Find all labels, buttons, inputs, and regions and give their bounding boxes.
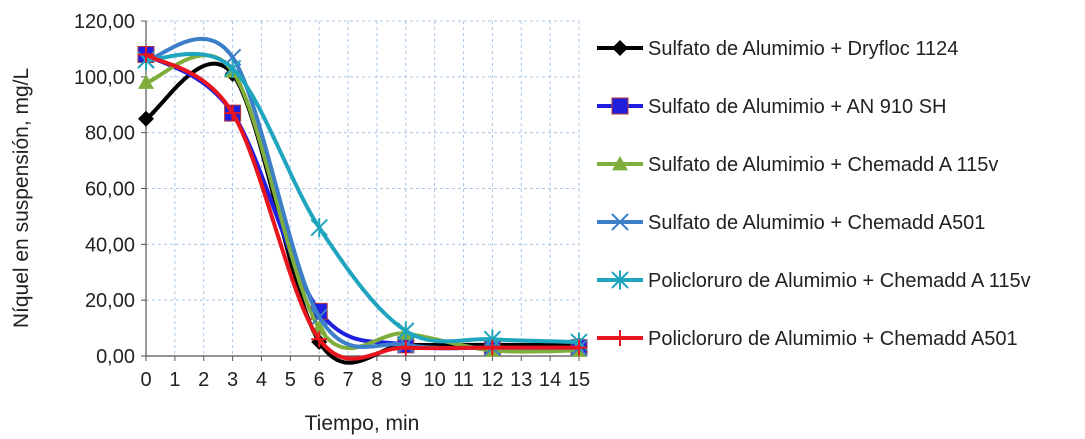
x-tick-label: 7 (343, 369, 354, 391)
x-tick-label: 13 (510, 369, 532, 391)
legend-label: Policloruro de Alumimio + Chemadd A 115v (648, 270, 1031, 292)
legend-item: Sulfato de Alumimio + Chemadd A 115v (597, 154, 998, 176)
data-point (138, 110, 154, 127)
legend-label: Sulfato de Alumimio + AN 910 SH (648, 96, 947, 118)
legend-marker (611, 270, 629, 290)
x-tick-label: 10 (424, 369, 446, 391)
legend-item: Sulfato de Alumimio + Dryfloc 1124 (597, 38, 958, 60)
legend-item: Policloruro de Alumimio + Chemadd A501 (597, 328, 1018, 350)
x-tick-label: 3 (227, 369, 238, 391)
y-tick-label: 120,00 (74, 11, 135, 33)
data-point (224, 105, 241, 122)
x-tick-label: 2 (198, 369, 209, 391)
legend-label: Sulfato de Alumimio + Chemadd A501 (648, 212, 985, 234)
y-tick-label: 0,00 (96, 346, 135, 368)
series-line (144, 61, 581, 365)
series-line (144, 52, 581, 351)
y-tick-label: 80,00 (85, 123, 135, 145)
series-2 (137, 46, 588, 357)
data-point (397, 339, 414, 356)
data-point (311, 331, 328, 348)
data-point (310, 217, 328, 238)
x-tick-label: 1 (169, 369, 180, 391)
series-5 (137, 50, 588, 352)
grid-lines (145, 20, 580, 357)
legend-marker (611, 213, 629, 231)
x-tick-label: 0 (140, 369, 151, 391)
x-tick-label: 8 (371, 369, 382, 391)
y-tick-label: 60,00 (85, 179, 135, 201)
x-tick-label: 12 (481, 369, 503, 391)
axes (141, 20, 580, 361)
legend-marker (612, 330, 628, 346)
legend-label: Sulfato de Alumimio + Chemadd A 115v (648, 154, 998, 176)
legend-marker (612, 156, 628, 171)
x-tick-label: 15 (568, 369, 590, 391)
data-point (223, 58, 242, 79)
series-6 (138, 46, 587, 361)
x-tick-label: 11 (453, 369, 474, 391)
data-point (571, 339, 587, 356)
data-point (310, 308, 328, 326)
legend-item: Sulfato de Alumimio + Chemadd A501 (597, 212, 985, 234)
y-tick-label: 20,00 (85, 290, 135, 312)
legend: Sulfato de Alumimio + Dryfloc 1124 Sulfat… (597, 38, 1031, 350)
x-tick-label: 4 (256, 369, 267, 391)
series-1 (138, 61, 587, 365)
x-tick-label: 6 (314, 369, 325, 391)
x-tick-label: 5 (285, 369, 296, 391)
x-axis-label: Tiempo, min (305, 412, 420, 435)
series-line (144, 53, 581, 354)
series-layer (137, 36, 588, 365)
data-point (138, 46, 154, 63)
data-point (397, 321, 415, 341)
x-tick-label: 9 (400, 369, 411, 391)
series-line (144, 51, 581, 345)
legend-item: Sulfato de Alumimio + AN 910 SH (597, 96, 947, 118)
x-axis-ticks: 0 1 2 3 4 5 6 7 8 9 10 11 12 13 14 15 (140, 369, 590, 391)
y-tick-label: 100,00 (74, 67, 135, 89)
series-3 (138, 53, 587, 357)
legend-marker (611, 97, 629, 115)
y-axis-ticks: 0,00 20,00 40,00 60,00 80,00 100,00 120,00 (74, 11, 135, 368)
y-tick-label: 40,00 (85, 234, 135, 256)
x-tick-label: 14 (539, 369, 561, 391)
legend-item: Policloruro de Alumimio + Chemadd A 115v (597, 270, 1031, 292)
data-point (138, 74, 154, 89)
series-line (144, 52, 581, 361)
data-point (484, 339, 501, 356)
legend-label: Sulfato de Alumimio + Dryfloc 1124 (648, 38, 958, 60)
y-axis-label: Níquel en suspensión, mg/L (10, 68, 33, 328)
legend-label: Policloruro de Alumimio + Chemadd A501 (648, 328, 1018, 350)
legend-marker (612, 40, 628, 56)
